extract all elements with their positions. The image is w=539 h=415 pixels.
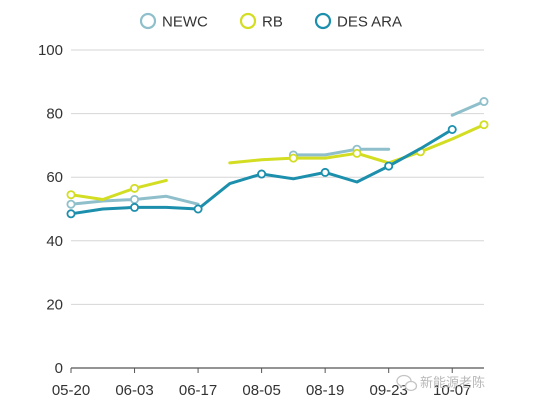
data-point (193, 204, 203, 214)
data-point (66, 199, 76, 209)
legend-item: RB (239, 12, 283, 31)
x-tick-label: 08-19 (306, 382, 344, 399)
data-point (66, 209, 76, 219)
grid-lines (71, 49, 484, 369)
wechat-icon (396, 374, 418, 392)
x-axis: 05-20 06-03 06-17 08-05 08-19 09-23 10-07 (52, 368, 471, 399)
series-line (450, 100, 486, 117)
y-tick-label: 0 (55, 360, 63, 377)
legend: NEWC RB DES ARA (139, 12, 402, 31)
y-tick-label: 20 (46, 296, 63, 313)
x-tick-label: 10-07 (433, 382, 471, 399)
legend-item: DES ARA (314, 12, 402, 31)
legend-marker (314, 12, 332, 30)
y-tick-label: 80 (46, 106, 63, 123)
watermark: 新能源老陈 (396, 374, 485, 392)
legend-marker (239, 12, 257, 30)
data-point (479, 97, 489, 107)
series-layer (66, 97, 489, 219)
watermark-text: 新能源老陈 (420, 375, 485, 391)
data-point (479, 120, 489, 130)
x-tick-label: 08-05 (242, 382, 280, 399)
y-tick-label: 60 (46, 169, 63, 186)
y-tick-label: 100 (38, 42, 63, 59)
series-line (291, 147, 391, 157)
data-point (257, 169, 267, 179)
series-des-ara (66, 125, 457, 219)
data-point (66, 190, 76, 200)
legend-item: NEWC (139, 12, 208, 31)
y-tick-label: 40 (46, 233, 63, 250)
x-tick-label: 06-03 (115, 382, 153, 399)
series-rb (66, 120, 489, 201)
legend-label: DES ARA (337, 14, 402, 31)
data-point (384, 161, 394, 171)
data-point (130, 183, 140, 193)
data-point (288, 153, 298, 163)
x-tick-label: 05-20 (52, 382, 90, 399)
x-tick-label: 09-23 (370, 382, 408, 399)
legend-marker (139, 12, 157, 30)
series-line (69, 178, 168, 201)
data-point (320, 167, 330, 177)
x-tick-label: 06-17 (179, 382, 217, 399)
data-point (130, 194, 140, 204)
data-point (447, 125, 457, 135)
y-axis: 0 20 40 60 80 100 (38, 42, 63, 377)
data-point (130, 202, 140, 212)
legend-label: NEWC (162, 14, 208, 31)
data-point (352, 148, 362, 158)
legend-label: RB (262, 14, 283, 31)
